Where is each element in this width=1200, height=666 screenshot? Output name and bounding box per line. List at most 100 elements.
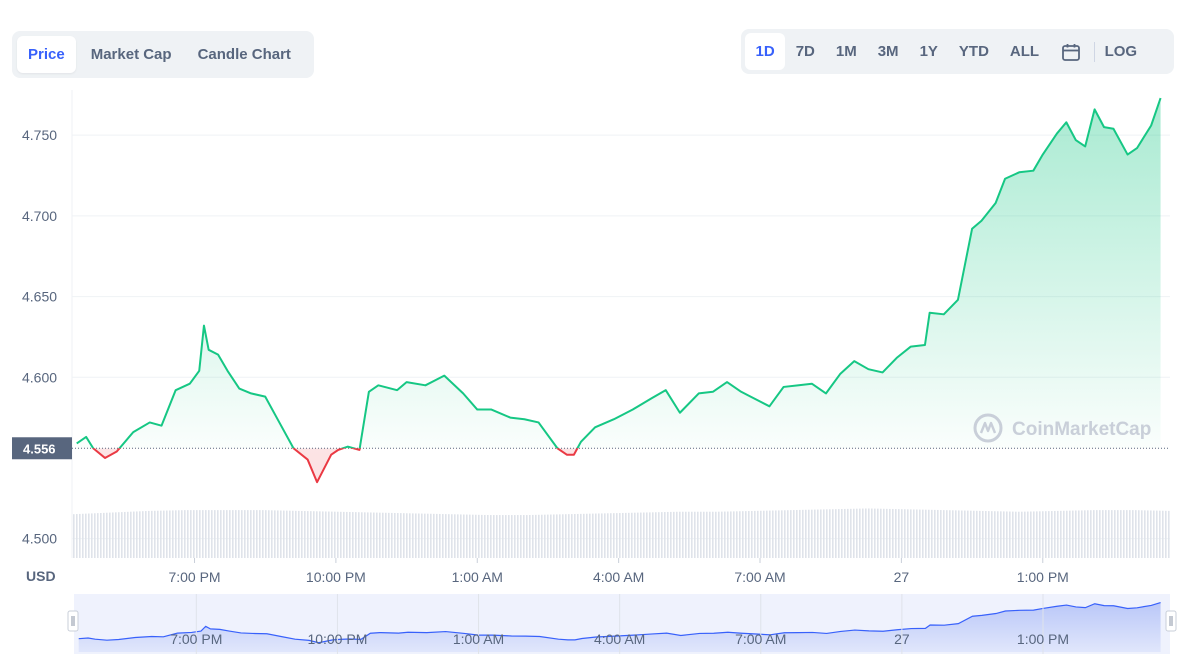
range-ytd[interactable]: YTD (958, 43, 989, 60)
volume-bar (1117, 510, 1119, 558)
volume-bar (700, 511, 702, 558)
volume-bar (499, 515, 501, 558)
volume-bar (1057, 510, 1059, 558)
volume-bar (460, 514, 462, 558)
volume-bar (1012, 511, 1014, 558)
volume-bar (535, 514, 537, 558)
volume-bar (1144, 510, 1146, 558)
volume-bar (154, 510, 156, 558)
range-1m[interactable]: 1M (835, 43, 857, 60)
navigator-tick-label: 10:00 PM (307, 631, 367, 647)
volume-bar (400, 513, 402, 558)
volume-bar (562, 514, 564, 558)
volume-bar (133, 511, 135, 558)
volume-bar (838, 509, 840, 558)
volume-bar (142, 511, 144, 558)
volume-bar (970, 510, 972, 558)
volume-bar (103, 512, 105, 558)
y-tick-label: 4.650 (22, 289, 57, 305)
volume-bar (1105, 510, 1107, 558)
volume-bar (670, 511, 672, 558)
volume-bar (436, 513, 438, 558)
volume-bar (496, 515, 498, 558)
tab-market-cap[interactable]: Market Cap (90, 46, 172, 63)
volume-bar (526, 515, 528, 558)
range-1y[interactable]: 1Y (919, 43, 938, 60)
volume-bar (874, 508, 876, 558)
volume-bar (448, 514, 450, 558)
volume-bar (859, 508, 861, 558)
volume-bar (856, 508, 858, 558)
volume-bar (709, 511, 711, 558)
volume-bar (220, 510, 222, 558)
volume-bar (1156, 510, 1158, 558)
volume-bar (958, 510, 960, 558)
range-all[interactable]: ALL (1009, 43, 1040, 60)
volume-bar (547, 514, 549, 558)
log-scale-toggle[interactable]: LOG (1104, 43, 1138, 60)
volume-bar (847, 508, 849, 558)
volume-bar (574, 514, 576, 558)
volume-bar (706, 511, 708, 558)
navigator-tick-label: 7:00 PM (170, 631, 222, 647)
range-7d[interactable]: 7D (795, 43, 815, 60)
navigator-left-handle[interactable] (67, 610, 79, 632)
volume-bar (442, 514, 444, 558)
volume-bar (835, 509, 837, 558)
y-tick-label: 4.500 (22, 531, 57, 547)
range-3m[interactable]: 3M (877, 43, 899, 60)
volume-bar (979, 510, 981, 558)
volume-bar (832, 509, 834, 558)
volume-bar (997, 511, 999, 558)
volume-bar (82, 513, 84, 558)
volume-bar (982, 510, 984, 558)
volume-bar (421, 513, 423, 558)
navigator-tick-label: 1:00 AM (453, 631, 504, 647)
volume-bar (1168, 510, 1170, 558)
tab-price[interactable]: Price (17, 36, 76, 73)
range-1d[interactable]: 1D (745, 33, 786, 70)
volume-bar (1084, 510, 1086, 558)
volume-bar (790, 510, 792, 558)
volume-bar (175, 510, 177, 558)
volume-bar (652, 512, 654, 558)
volume-bar (289, 510, 291, 558)
time-range-selector: 1D 7D 1M 3M 1Y YTD ALL LOG (741, 29, 1174, 74)
volume-bar (433, 513, 435, 558)
volume-bar (145, 511, 147, 558)
volume-bar (187, 510, 189, 558)
volume-bar (664, 512, 666, 558)
currency-label: USD (26, 568, 56, 584)
volume-bar (922, 509, 924, 558)
volume-bar (514, 515, 516, 558)
volume-bar (361, 512, 363, 558)
volume-bar (898, 509, 900, 558)
tab-candle-chart[interactable]: Candle Chart (197, 46, 291, 63)
volume-bar (1096, 510, 1098, 558)
x-tick-label: 27 (894, 569, 910, 585)
volume-bar (868, 508, 870, 558)
volume-bar (580, 513, 582, 558)
volume-bar (139, 511, 141, 558)
navigator-right-handle[interactable] (1165, 610, 1177, 632)
price-series (72, 97, 1170, 484)
volume-bar (565, 514, 567, 558)
volume-bar (214, 510, 216, 558)
calendar-icon[interactable] (1060, 33, 1082, 70)
volume-bars (73, 508, 1170, 558)
volume-bar (340, 511, 342, 558)
volume-bar (730, 511, 732, 558)
range-navigator[interactable]: 7:00 PM 10:00 PM 1:00 AM 4:00 AM 7:00 AM 27 1:… (67, 594, 1177, 654)
volume-bar (211, 510, 213, 558)
volume-bar (487, 515, 489, 558)
volume-bar (409, 513, 411, 558)
volume-bar (808, 509, 810, 558)
volume-bar (415, 513, 417, 558)
volume-bar (760, 510, 762, 558)
volume-bar (364, 512, 366, 558)
volume-bar (1003, 511, 1005, 558)
volume-bar (307, 511, 309, 558)
volume-bar (130, 511, 132, 558)
volume-bar (1090, 510, 1092, 558)
